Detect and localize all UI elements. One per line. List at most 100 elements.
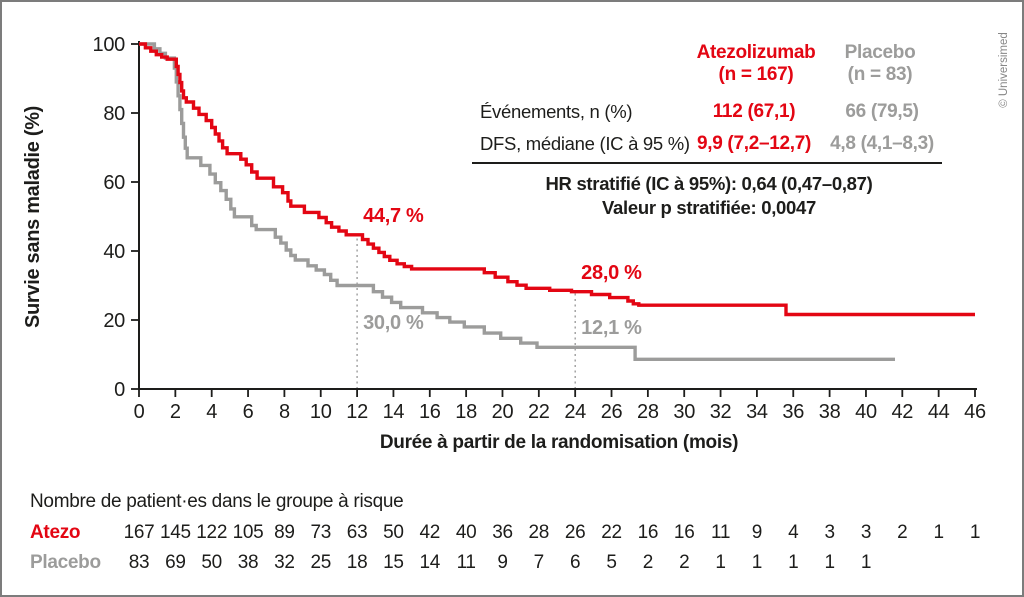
risk-value-atezo-42mo: 2	[897, 522, 908, 543]
stats-dfs-atezolizumab: 9,9 (7,2–12,7)	[696, 133, 812, 154]
series-curve-atezolizumab	[139, 42, 975, 317]
x-axis-title: Durée à partir de la randomisation (mois…	[379, 432, 739, 453]
risk-value-placebo-18mo: 11	[456, 552, 476, 573]
risk-value-placebo-2mo: 69	[165, 552, 186, 573]
x-tick-label: 8	[279, 401, 290, 423]
y-tick-label: 20	[103, 310, 125, 332]
y-tick-label: 80	[103, 103, 125, 125]
annotation-atezolizumab-12mo: 44,7 %	[363, 204, 424, 227]
x-tick-label: 20	[492, 401, 514, 423]
y-tick-label: 100	[93, 34, 126, 56]
risk-value-atezo-46mo: 1	[969, 522, 981, 543]
risk-value-placebo-8mo: 32	[274, 552, 295, 573]
y-tick-label: 60	[103, 172, 125, 194]
risk-value-atezo-22mo: 28	[528, 522, 550, 543]
x-tick-label: 44	[928, 401, 950, 423]
risk-value-placebo-28mo: 2	[642, 552, 654, 573]
risk-value-atezo-10mo: 73	[310, 522, 332, 543]
risk-value-placebo-10mo: 25	[310, 552, 332, 573]
copyright: © Universimed	[998, 32, 1010, 108]
risk-value-placebo-6mo: 38	[237, 552, 259, 573]
risk-value-placebo-24mo: 6	[570, 552, 581, 573]
risk-value-placebo-12mo: 18	[346, 552, 368, 573]
risk-value-atezo-44mo: 1	[933, 522, 945, 543]
risk-row-atezo-label: Atezo	[30, 522, 81, 543]
risk-value-placebo-22mo: 7	[533, 552, 545, 573]
risk-value-atezo-26mo: 22	[601, 522, 622, 543]
x-tick-label: 4	[206, 401, 217, 423]
x-tick-label: 24	[564, 401, 586, 423]
risk-value-atezo-16mo: 42	[419, 522, 441, 543]
risk-table-title: Nombre de patient·es dans le groupe à ri…	[30, 491, 404, 512]
risk-value-atezo-8mo: 89	[274, 522, 295, 543]
risk-value-atezo-34mo: 9	[751, 522, 763, 543]
risk-value-placebo-30mo: 2	[679, 552, 690, 573]
x-tick-label: 30	[673, 401, 695, 423]
stats-row-events-label: Événements, n (%)	[480, 101, 633, 122]
risk-value-atezo-38mo: 3	[824, 522, 835, 543]
risk-value-atezo-20mo: 36	[492, 522, 513, 543]
x-tick-label: 12	[346, 401, 368, 423]
x-tick-label: 40	[855, 401, 877, 423]
risk-value-atezo-2mo: 145	[159, 522, 191, 543]
x-tick-label: 26	[601, 401, 623, 423]
hr-stratified-text: HR stratifié (IC à 95%): 0,64 (0,47–0,87…	[545, 173, 873, 194]
x-tick-label: 36	[782, 401, 804, 423]
stats-separator-line	[472, 162, 942, 164]
series-curve-placebo	[139, 42, 895, 361]
risk-value-placebo-20mo: 9	[497, 552, 508, 573]
stats-col-atezolizumab-name: Atezolizumab	[696, 42, 816, 63]
stats-col-placebo: Placebo (n = 83)	[845, 42, 916, 86]
stats-col-atezolizumab-n: (n = 167)	[718, 64, 794, 85]
risk-value-placebo-4mo: 50	[201, 552, 222, 573]
risk-value-atezo-12mo: 63	[346, 522, 368, 543]
y-tick-label: 40	[103, 241, 125, 263]
x-tick-label: 2	[170, 401, 181, 423]
risk-value-atezo-0mo: 167	[123, 522, 155, 543]
risk-row-placebo-label: Placebo	[30, 552, 101, 573]
risk-value-atezo-4mo: 122	[196, 522, 228, 543]
risk-value-atezo-40mo: 3	[860, 522, 872, 543]
x-tick-label: 46	[964, 401, 986, 423]
x-tick-label: 14	[383, 401, 405, 423]
p-value-text: Valeur p stratifiée: 0,0047	[601, 197, 817, 218]
stats-row-dfs-label: DFS, médiane (IC à 95 %)	[480, 133, 690, 154]
x-tick-label: 10	[310, 401, 332, 423]
y-axis-title: Survie sans maladie (%)	[22, 105, 44, 329]
stats-col-placebo-name: Placebo	[844, 42, 916, 63]
annotation-atezolizumab-24mo: 28,0 %	[581, 262, 642, 285]
x-tick-label: 28	[637, 401, 659, 423]
x-tick-label: 18	[455, 401, 477, 423]
risk-value-placebo-32mo: 1	[715, 552, 726, 573]
x-tick-label: 0	[134, 401, 145, 423]
x-tick-label: 42	[891, 401, 913, 423]
y-tick-label: 0	[114, 379, 125, 401]
risk-value-placebo-36mo: 1	[788, 552, 799, 573]
stats-col-atezolizumab: Atezolizumab (n = 167)	[697, 42, 816, 86]
x-tick-label: 6	[243, 401, 254, 423]
risk-value-atezo-18mo: 40	[455, 522, 477, 543]
stats-events-placebo: 66 (79,5)	[845, 101, 919, 122]
risk-value-atezo-6mo: 105	[232, 522, 264, 543]
risk-value-placebo-34mo: 1	[751, 552, 763, 573]
x-tick-label: 22	[528, 401, 550, 423]
stats-events-atezolizumab: 112 (67,1)	[712, 101, 796, 122]
risk-value-atezo-28mo: 16	[637, 522, 659, 543]
risk-value-atezo-24mo: 26	[564, 522, 586, 543]
annotation-placebo-12mo: 30,0 %	[363, 311, 424, 334]
risk-value-atezo-32mo: 11	[711, 522, 731, 543]
risk-value-atezo-30mo: 16	[673, 522, 695, 543]
x-tick-label: 16	[419, 401, 441, 423]
risk-value-placebo-16mo: 14	[419, 552, 441, 573]
annotation-placebo-24mo: 12,1 %	[581, 317, 642, 340]
risk-value-placebo-38mo: 1	[824, 552, 835, 573]
x-tick-label: 34	[746, 401, 768, 423]
risk-value-placebo-14mo: 15	[383, 552, 404, 573]
x-tick-label: 32	[710, 401, 732, 423]
risk-value-atezo-14mo: 50	[383, 522, 404, 543]
risk-value-placebo-26mo: 5	[606, 552, 617, 573]
risk-value-placebo-0mo: 83	[128, 552, 150, 573]
stats-col-placebo-n: (n = 83)	[847, 64, 913, 85]
